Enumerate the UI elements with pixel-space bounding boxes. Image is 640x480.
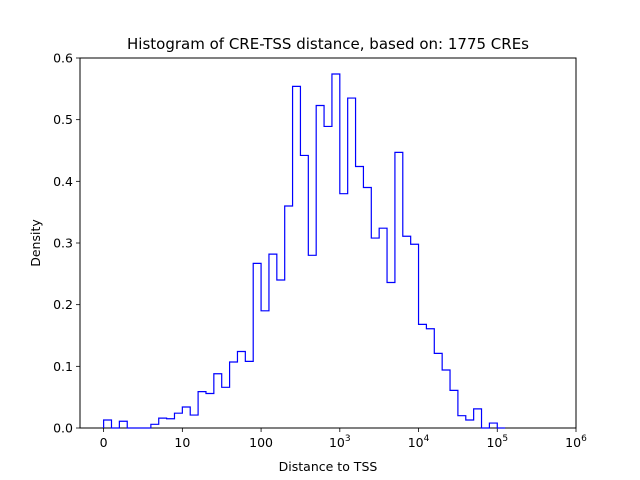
y-tick-label: 0.0 bbox=[53, 421, 73, 436]
y-tick-label: 0.6 bbox=[53, 51, 73, 66]
y-axis-label: Density bbox=[28, 219, 43, 267]
y-axis: 0.0 0.1 0.2 0.3 0.4 0.5 0.6 bbox=[53, 51, 80, 436]
x-tick-label: 105 bbox=[486, 434, 508, 450]
y-tick-label: 0.4 bbox=[53, 174, 73, 189]
y-tick-label: 0.5 bbox=[53, 112, 73, 127]
x-tick-label: 104 bbox=[408, 434, 430, 450]
x-tick-label: 100 bbox=[249, 435, 273, 450]
y-tick-label: 0.3 bbox=[53, 236, 73, 251]
x-tick-label: 0 bbox=[100, 435, 108, 450]
x-tick-label: 106 bbox=[565, 434, 587, 450]
y-tick-label: 0.1 bbox=[53, 359, 73, 374]
x-tick-label: 10 bbox=[174, 435, 190, 450]
plot-area-frame bbox=[79, 57, 577, 429]
x-axis-label: Distance to TSS bbox=[279, 459, 378, 474]
x-axis: 0 10 100 103 104 105 106 bbox=[100, 428, 587, 450]
chart-title: Histogram of CRE-TSS distance, based on:… bbox=[127, 35, 529, 53]
y-tick-label: 0.2 bbox=[53, 297, 73, 312]
histogram-step-line bbox=[103, 73, 506, 429]
x-tick-label: 103 bbox=[329, 434, 351, 450]
